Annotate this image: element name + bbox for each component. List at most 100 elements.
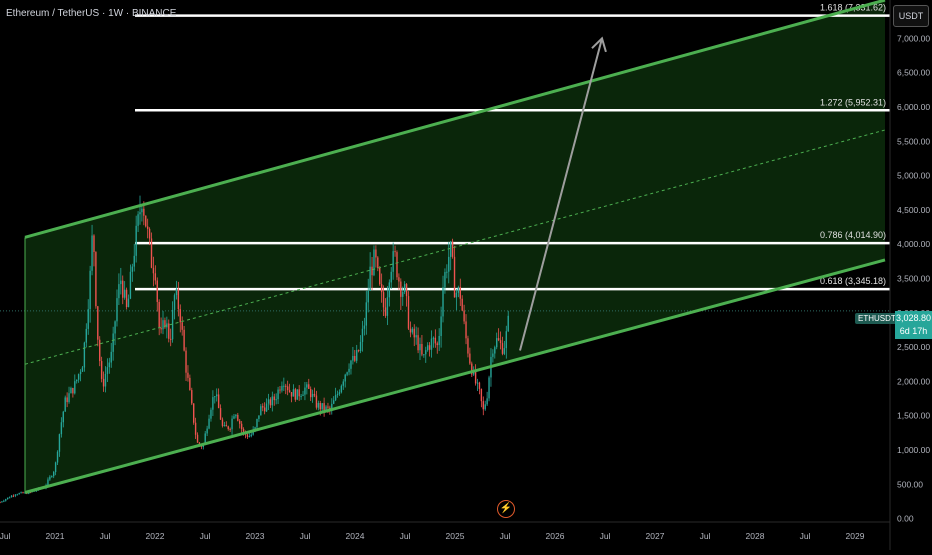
candle-body [158, 301, 160, 328]
candle-body [494, 347, 496, 354]
y-tick-label: 1,500.00 [897, 411, 930, 421]
candle-body [463, 310, 465, 322]
candle-body [400, 281, 402, 297]
candle-body [363, 325, 366, 329]
candle-body [212, 397, 214, 410]
candle-body [114, 321, 116, 334]
candle-body [254, 427, 256, 430]
candle-body [52, 472, 55, 477]
candle-body [152, 267, 155, 274]
candle-body [327, 406, 329, 408]
candle-body [223, 425, 226, 427]
candle-body [290, 392, 293, 397]
candle-body [0, 502, 1, 504]
candle-body [185, 350, 187, 373]
fib-label: 1.272 (5,952.31) [820, 97, 886, 107]
x-tick-label: 2025 [446, 531, 465, 541]
candle-body [275, 399, 277, 401]
candle-body [95, 252, 97, 307]
candle-body [482, 401, 484, 410]
x-tick-label: 2027 [646, 531, 665, 541]
lightning-icon[interactable]: ⚡ [497, 500, 515, 518]
candle-body [394, 251, 396, 253]
candle-body [127, 298, 130, 308]
candle-body [77, 374, 80, 380]
candle-body [311, 393, 314, 398]
candle-body [60, 422, 63, 435]
x-tick-label: Jul [800, 531, 811, 541]
candle-body [125, 289, 128, 308]
x-tick-label: 2029 [846, 531, 865, 541]
candle-body [24, 492, 26, 494]
candle-body [480, 388, 483, 402]
candle-body [235, 414, 237, 417]
candle-body [288, 390, 291, 393]
candle-body [453, 256, 456, 298]
y-tick-label: 500.00 [897, 479, 923, 489]
candle-body [20, 492, 22, 494]
candle-body [191, 390, 193, 404]
candle-body [273, 396, 275, 401]
candle-body [123, 289, 126, 298]
candle-body [344, 374, 346, 382]
y-axis-panel [890, 0, 932, 550]
candle-body [354, 355, 356, 361]
candle-body [421, 344, 423, 355]
candle-body [194, 422, 197, 435]
candle-body [66, 397, 68, 403]
symbol-label: ETHUSDT [855, 313, 899, 324]
currency-button[interactable]: USDT [893, 5, 929, 27]
candle-body [217, 394, 220, 409]
candle-body [438, 336, 440, 346]
candle-body [384, 307, 387, 316]
candle-body [87, 309, 89, 329]
candle-body [68, 393, 70, 403]
candle-body [403, 284, 406, 293]
candle-body [148, 228, 151, 239]
candle-body [331, 403, 333, 410]
candle-body [156, 280, 158, 302]
candle-body [298, 389, 300, 397]
candle-body [269, 399, 272, 406]
candle-body [231, 418, 233, 430]
candle-body [14, 494, 17, 496]
y-tick-label: 3,500.00 [897, 273, 930, 283]
candle-body [465, 321, 467, 339]
candle-body [409, 328, 412, 333]
candle-body [382, 292, 385, 308]
candle-body [135, 225, 137, 256]
x-tick-label: Jul [500, 531, 511, 541]
candle-body [440, 316, 442, 337]
candle-body [340, 385, 343, 393]
candle-body [294, 389, 297, 400]
candle-body [271, 396, 274, 406]
candle-body [112, 333, 114, 352]
candle-body [227, 426, 229, 429]
candle-body [459, 286, 461, 299]
candle-body [390, 271, 392, 283]
candle-body [22, 492, 24, 494]
y-tick-label: 6,000.00 [897, 102, 930, 112]
y-tick-label: 7,000.00 [897, 33, 930, 43]
fib-label: 0.786 (4,014.90) [820, 230, 886, 240]
candle-body [258, 415, 260, 419]
candle-body [143, 208, 145, 216]
candle-body [426, 345, 429, 351]
x-tick-label: Jul [700, 531, 711, 541]
candle-body [467, 338, 469, 354]
candle-body [99, 339, 101, 362]
candle-body [47, 479, 49, 486]
y-tick-label: 5,000.00 [897, 171, 930, 181]
candle-body [242, 429, 245, 432]
candle-body [168, 323, 170, 339]
y-tick-label: 4,500.00 [897, 205, 930, 215]
candle-body [304, 387, 306, 395]
candle-body [187, 372, 189, 378]
candle-body [8, 497, 11, 499]
candle-body [501, 343, 504, 354]
candle-body [323, 403, 325, 411]
bar-countdown: 6d 17h [899, 326, 928, 336]
x-tick-label: Jul [0, 531, 11, 541]
